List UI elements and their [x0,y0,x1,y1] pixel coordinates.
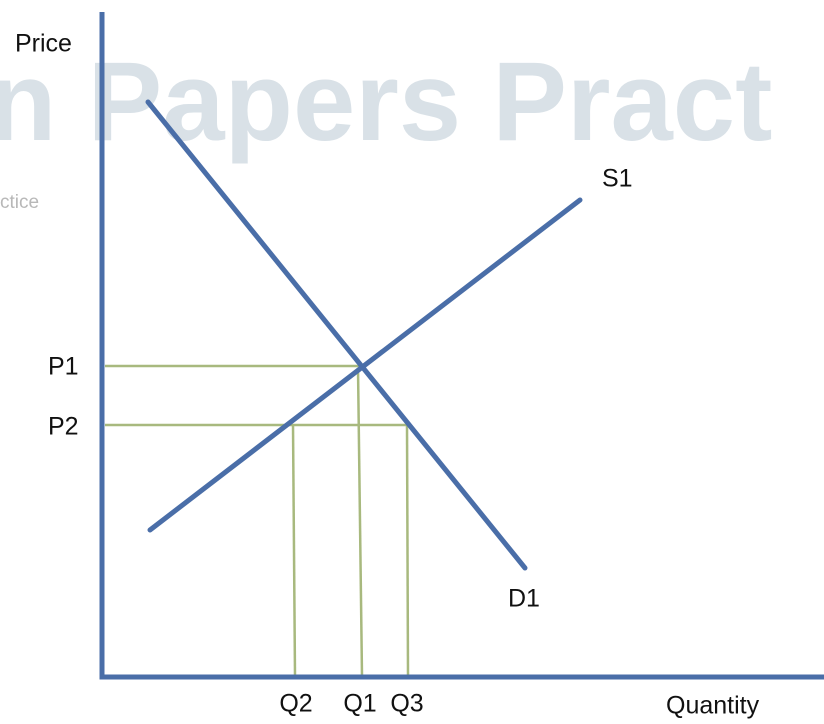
q3-guide [405,424,410,677]
quantity-label: Q2 [279,690,312,718]
price-label: P2 [48,413,79,441]
demand-curve [145,99,528,571]
quantity-label: Q1 [343,690,376,718]
demand-label: D1 [508,585,540,613]
watermark: n Papers Pract [0,39,772,164]
q2-guide [291,424,297,677]
supply-label: S1 [602,165,633,193]
supply-curve [147,197,583,533]
watermark-sub: ctice [0,192,39,213]
axes [99,12,824,680]
quantity-label: Q3 [390,690,423,718]
price-label: P1 [48,353,79,381]
q1-guide [356,367,364,677]
x-axis-label: Quantity [666,692,760,720]
y-axis-label: Price [15,30,72,58]
